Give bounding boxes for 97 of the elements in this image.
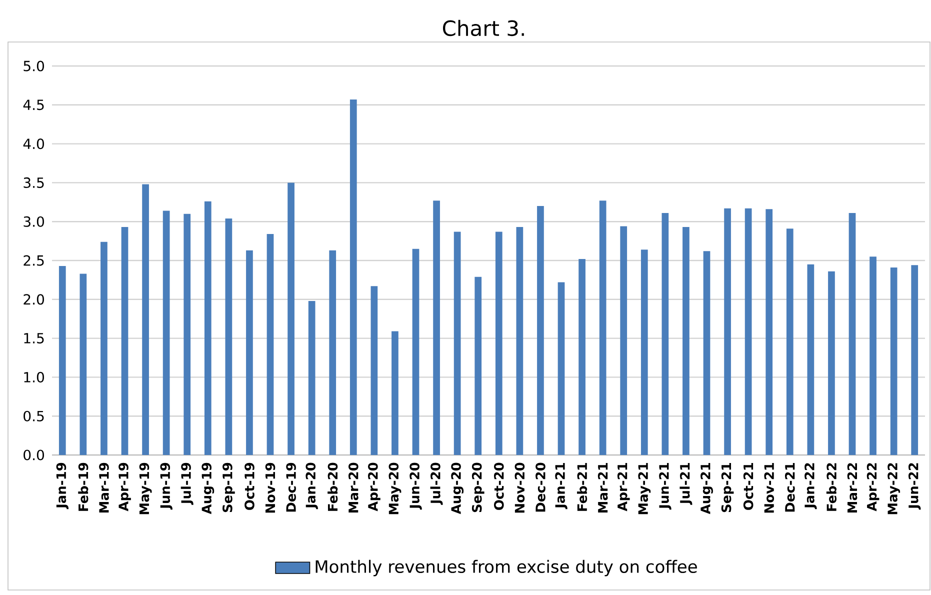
x-tick-label: Jul-20 (430, 462, 443, 505)
legend-label: Monthly revenues from excise duty on coffee (316, 560, 697, 576)
y-tick-label: 1.0 (24, 372, 44, 382)
bar (392, 331, 398, 455)
y-tick-label: 2.0 (24, 294, 44, 305)
bar (433, 200, 440, 455)
x-tick-label: Dec-20 (536, 462, 546, 512)
bar (786, 228, 794, 455)
x-tick-label: Oct-20 (494, 462, 504, 510)
x-tick-label: Feb-22 (826, 463, 836, 511)
x-tick-label: Jan-20 (306, 462, 318, 510)
bar (308, 300, 316, 455)
x-tick-label: Jun-21 (659, 462, 672, 510)
bar (412, 248, 420, 455)
bar (516, 227, 524, 455)
y-tick-label: 5.0 (24, 60, 44, 72)
x-tick-label: Oct-21 (743, 462, 754, 510)
bar (288, 182, 294, 455)
bar (266, 234, 274, 455)
bar (682, 227, 690, 455)
bar (204, 201, 212, 455)
bar (142, 184, 149, 455)
x-tick-label: Aug-20 (451, 462, 464, 514)
x-tick-label: Jan-22 (804, 463, 817, 510)
x-tick-label: Mar-21 (598, 462, 608, 512)
bar (495, 232, 502, 455)
x-tick-label: Sep-19 (222, 462, 235, 512)
x-tick-label: Jun-20 (410, 462, 422, 510)
bar (350, 99, 357, 455)
x-tick-label: Nov-20 (514, 462, 525, 513)
bar (454, 232, 461, 455)
x-tick-label: May-19 (139, 462, 152, 514)
bar (100, 242, 108, 455)
y-tick-label: 0.0 (24, 450, 44, 460)
bar (703, 251, 710, 455)
bar (184, 214, 191, 455)
x-tick-label: May-21 (638, 462, 651, 514)
bar (599, 200, 606, 455)
x-tick-label: Feb-20 (328, 462, 338, 511)
bar (246, 250, 253, 455)
x-tick-label: Sep-21 (721, 462, 734, 512)
bar (766, 209, 773, 455)
bar (370, 286, 378, 455)
bar (58, 266, 66, 455)
x-tick-label: Jul-21 (680, 462, 692, 505)
x-tick-label: Apr-21 (617, 462, 630, 512)
chart-title: Chart 3. (442, 20, 524, 36)
bar (162, 210, 170, 455)
y-tick-label: 1.5 (24, 333, 44, 344)
y-tick-label: 2.5 (24, 255, 44, 266)
bar (724, 208, 731, 455)
x-tick-label: Jun-19 (160, 462, 172, 510)
x-tick-label: Dec-21 (785, 462, 795, 512)
x-tick-label: Apr-22 (866, 463, 880, 512)
x-tick-label: Feb-19 (78, 462, 88, 511)
x-tick-label: Apr-20 (368, 462, 380, 512)
bar (558, 282, 565, 455)
x-tick-label: Aug-19 (202, 462, 214, 514)
y-tick-label: 4.0 (23, 138, 44, 150)
x-tick-label: Jul-19 (180, 462, 194, 505)
bar (620, 226, 628, 455)
x-tick-label: Feb-21 (577, 462, 588, 511)
bar (80, 274, 87, 455)
bar (911, 265, 918, 455)
y-tick-label: 3.0 (24, 216, 44, 227)
bar (807, 264, 814, 455)
x-tick-label: May-22 (888, 463, 900, 514)
bar (121, 227, 128, 455)
y-tick-label: 0.5 (24, 410, 44, 422)
x-tick-label: Jun-22 (908, 463, 921, 510)
x-tick-label: Mar-20 (348, 462, 358, 512)
x-tick-label: May-20 (388, 462, 402, 514)
bar (870, 256, 876, 455)
x-tick-label: Dec-19 (286, 462, 296, 512)
bar (890, 268, 898, 455)
x-tick-label: Oct-19 (244, 462, 254, 510)
y-tick-label: 4.5 (23, 100, 44, 110)
x-tick-label: Aug-21 (700, 462, 713, 514)
x-tick-label: Nov-21 (764, 462, 774, 513)
bar (640, 250, 648, 455)
bar (848, 213, 856, 455)
bar (828, 271, 835, 455)
bar (578, 258, 586, 455)
x-tick-label: Sep-20 (472, 462, 484, 512)
x-tick-label: Mar-19 (99, 462, 109, 512)
bar (744, 208, 752, 455)
x-tick-label: Jan-21 (555, 462, 568, 510)
bar (474, 276, 482, 455)
x-tick-label: Jan-19 (56, 462, 69, 510)
bar (662, 213, 669, 455)
bar (225, 218, 232, 455)
x-tick-label: Apr-19 (118, 462, 131, 512)
x-tick-label: Mar-22 (847, 463, 858, 512)
x-tick-label: Nov-19 (265, 462, 276, 513)
y-tick-label: 3.5 (24, 177, 44, 188)
bar (537, 206, 544, 455)
bar (329, 250, 336, 455)
